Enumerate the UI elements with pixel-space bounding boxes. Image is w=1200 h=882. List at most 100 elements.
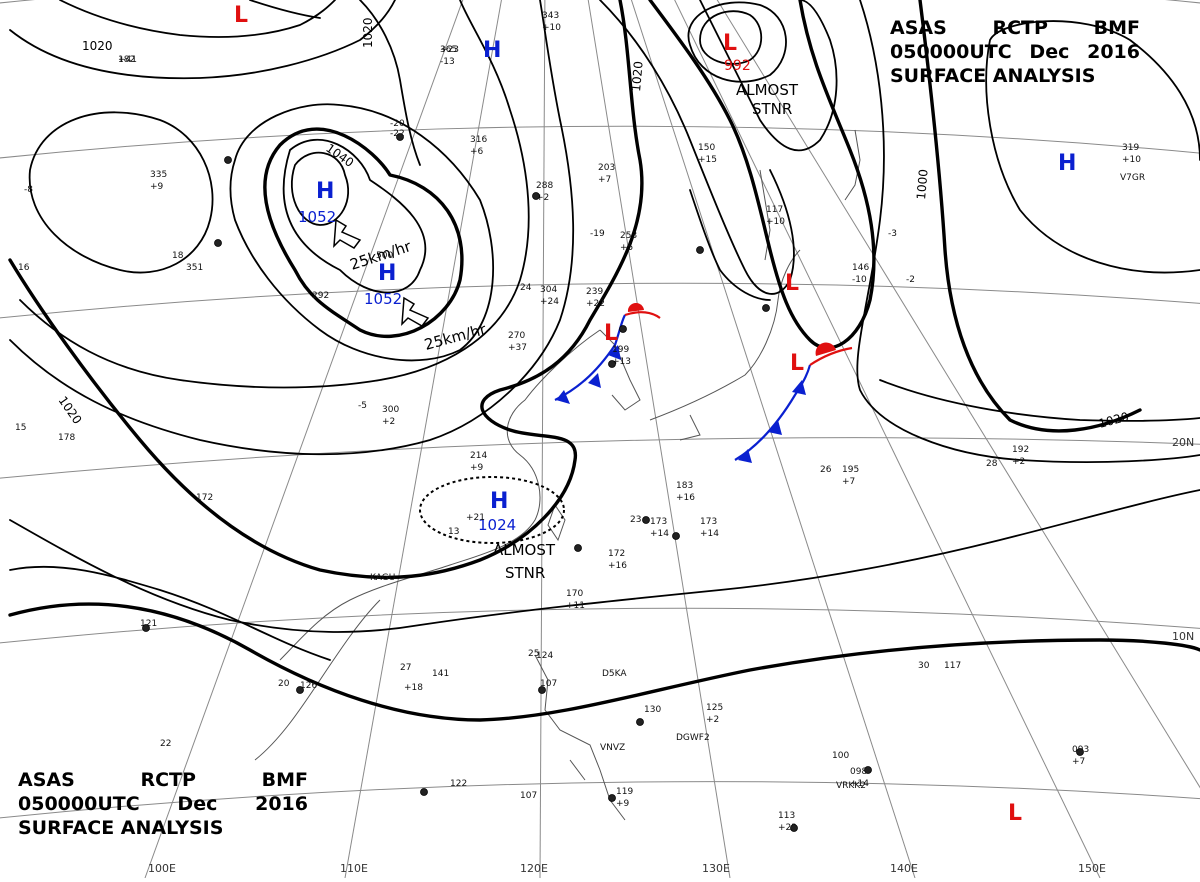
station-plot-value: +24	[540, 297, 559, 307]
isobar-label: 1000	[914, 169, 931, 201]
high-center-value: 1052	[298, 208, 336, 226]
valid-year: 2016	[255, 793, 308, 815]
station-plot-value: +5	[620, 243, 633, 253]
isobar-east-1024	[985, 20, 1200, 274]
header-row-product: SURFACE ANALYSIS	[890, 64, 1140, 88]
low-center-l[interactable]: L	[234, 3, 248, 28]
longitude-label: 110E	[340, 862, 368, 875]
high-center-h[interactable]: H	[1058, 151, 1076, 176]
station-marker	[396, 133, 404, 141]
station-plot-value: 126	[300, 681, 317, 691]
station-plot-value: 239	[586, 287, 603, 297]
station-marker	[864, 766, 872, 774]
isobar-low-japan-1	[599, 0, 795, 295]
station-plot-value: 121	[140, 619, 157, 629]
station-plot-value: 214	[470, 451, 487, 461]
station-plot-value: VRKK2	[836, 781, 866, 791]
subtropical-high-contour	[419, 476, 565, 544]
isobar-1012	[8, 602, 1200, 722]
low-center-l[interactable]: L	[723, 31, 737, 56]
longitude-label: 140E	[890, 862, 918, 875]
valid-time: 050000UTC	[890, 41, 1012, 63]
product-title: SURFACE ANALYSIS	[890, 65, 1096, 87]
stationary-label: STNR	[752, 100, 792, 118]
longitude-line-150e	[674, 0, 1101, 879]
grid-labels: 20N 10N 100E 110E 120E 130E 140E 150E	[148, 436, 1194, 875]
station-plot-value: D5KA	[602, 669, 627, 679]
header-row-time: 050000UTC Dec 2016	[890, 40, 1140, 64]
valid-month: Dec	[177, 793, 218, 815]
product-title: SURFACE ANALYSIS	[18, 817, 224, 839]
station-plot-value: +11	[566, 601, 585, 611]
high-center-h[interactable]: H	[378, 261, 396, 286]
station-marker	[636, 718, 644, 726]
high-center-h[interactable]: H	[483, 38, 501, 63]
latitude-line-0	[0, 781, 1200, 819]
station-plot-value: -19	[590, 229, 605, 239]
station-plot-value: 146	[852, 263, 869, 273]
isobar-1032	[19, 0, 530, 389]
station-plot-value: 30	[918, 661, 930, 671]
station-plot-value: +9	[616, 799, 630, 809]
station-marker	[642, 516, 650, 524]
isobar-1016	[9, 489, 1200, 633]
station-plot-value: 351	[186, 263, 203, 273]
agency-code: ASAS	[890, 17, 947, 39]
station-plot-value: 292	[312, 291, 329, 301]
longitude-line-160e	[716, 0, 1200, 789]
station-plot-value: -3	[888, 229, 897, 239]
latitude-label-20n: 20N	[1172, 436, 1194, 449]
isobar-low-japan-3	[699, 0, 838, 152]
station-code: RCTP	[140, 769, 196, 791]
header-row-product: SURFACE ANALYSIS	[18, 816, 308, 840]
station-marker	[532, 192, 540, 200]
station-plot-value: +14	[850, 779, 869, 789]
station-plot-value: +23	[440, 45, 459, 55]
warm-front-korea	[624, 311, 661, 319]
movement-arrows	[333, 218, 430, 327]
station-plot-value: 203	[598, 163, 615, 173]
cold-front-japan	[734, 364, 812, 461]
coastline-japan	[649, 249, 801, 441]
cold-front-japan-triangle-3	[792, 380, 806, 395]
station-plot-value: -13	[440, 57, 455, 67]
station-plot-value: +9	[470, 463, 484, 473]
isobar-low-japan-2	[648, 0, 876, 350]
station-plot-value: 23	[630, 515, 641, 525]
low-center-l[interactable]: L	[1008, 801, 1022, 826]
low-center-l[interactable]: L	[790, 351, 804, 376]
isobar-1024-outer	[9, 0, 575, 456]
station-plot-value: 199	[612, 345, 629, 355]
high-center-h[interactable]: H	[316, 179, 334, 204]
station-plots: 182365-13343+10500316+6335+9351292288+22…	[15, 11, 1145, 833]
isobar-siberia-1040	[263, 127, 464, 339]
isobars	[8, 0, 1200, 722]
station-plot-value: 170	[566, 589, 583, 599]
isobar-north-d	[249, 0, 321, 19]
station-plot-value: +15	[698, 155, 717, 165]
station-marker	[142, 624, 150, 632]
station-marker	[1076, 748, 1084, 756]
low-center-l[interactable]: L	[785, 271, 799, 296]
low-center-l[interactable]: L	[604, 321, 618, 346]
station-plot-value: 125	[706, 703, 723, 713]
latitude-line-20n	[0, 437, 1200, 479]
station-plot-value: 113	[778, 811, 795, 821]
product-code: BMF	[261, 769, 308, 791]
isobar-north-b	[9, 0, 396, 80]
station-plot-value: V7GR	[1120, 173, 1145, 183]
isobar-hokkaido	[689, 189, 771, 301]
isobar-east-1020	[918, 0, 1142, 433]
cold-front-japan-triangle-2	[768, 420, 782, 435]
high-center-h[interactable]: H	[490, 489, 508, 514]
station-plot-value: -5	[358, 401, 367, 411]
station-plot-value: 124	[536, 651, 553, 661]
station-plot-value: -22	[390, 129, 405, 139]
low-center-value: 992	[724, 58, 751, 74]
stationary-label: STNR	[505, 564, 545, 582]
chart-header-top: ASAS RCTP BMF 050000UTC Dec 2016 SURFACE…	[890, 16, 1140, 88]
product-code: BMF	[1093, 17, 1140, 39]
station-plot-value: 18	[172, 251, 184, 261]
latitude-line-30n	[0, 282, 1200, 319]
